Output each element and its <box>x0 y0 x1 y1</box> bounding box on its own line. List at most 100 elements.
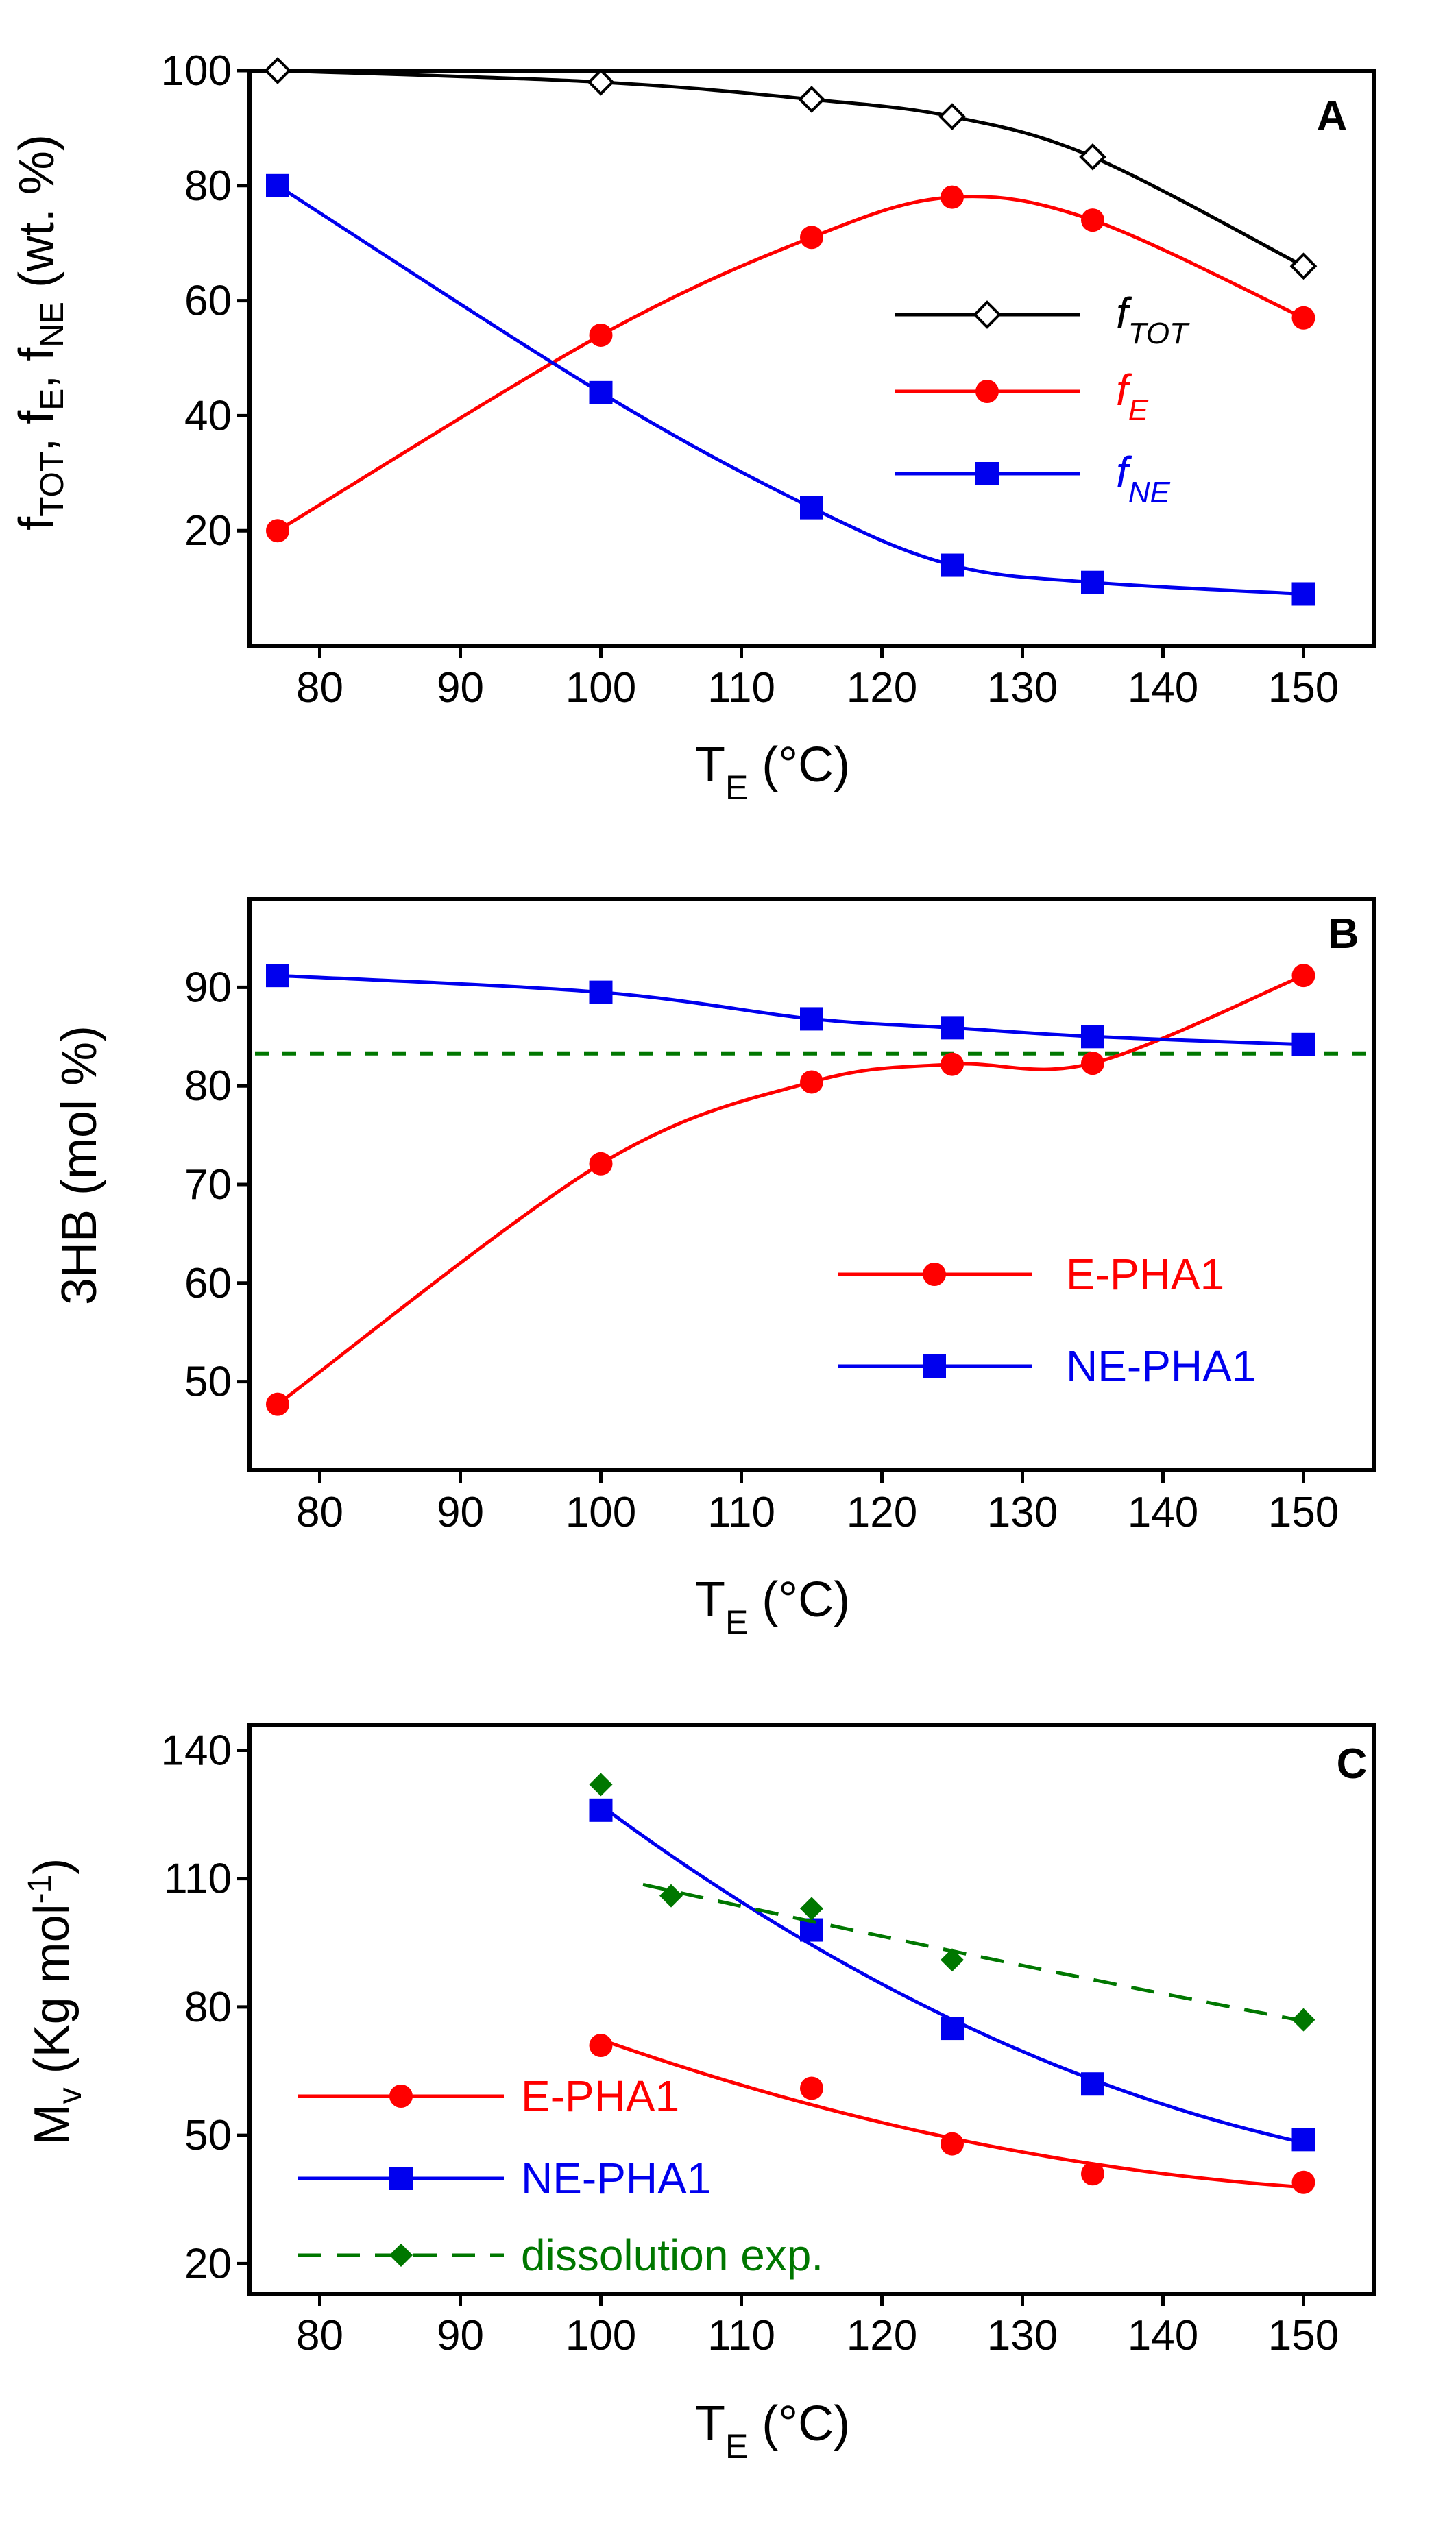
legend: fTOT fE fNE <box>895 289 1190 509</box>
data-point-e-pha1 <box>941 1052 964 1076</box>
series-line-f-e <box>276 195 1305 533</box>
legend-entry-f-e: fE <box>895 365 1149 427</box>
data-point-ne-pha1 <box>1081 1025 1104 1049</box>
legend-entry-f-ne: fNE <box>895 448 1171 509</box>
x-tick-label: 80 <box>296 1489 343 1536</box>
svg-text:E-PHA1: E-PHA1 <box>1066 1250 1224 1299</box>
svg-text:E-PHA1: E-PHA1 <box>521 2071 679 2121</box>
data-point-e-pha1 <box>800 2076 823 2100</box>
data-point-dissolution-exp- <box>1291 2008 1315 2032</box>
y-axis-label: Mv (Kg mol-1) <box>22 1858 88 2146</box>
y-tick-label: 50 <box>184 2112 232 2159</box>
panel-letter: C <box>1337 1740 1368 1788</box>
y-tick-label: 90 <box>184 964 232 1011</box>
data-point-ne-pha1 <box>1291 1032 1315 1056</box>
legend-entry-dissolution-exp: dissolution exp. <box>298 2231 823 2280</box>
x-tick-label: 150 <box>1268 1489 1339 1536</box>
y-axis-label: 3HB (mol %) <box>52 1025 107 1305</box>
data-point-dissolution-exp- <box>941 1948 964 1972</box>
plot-marks: 80 90 100 110 120 130 140 150 20 40 60 80 100 <box>161 47 1339 712</box>
data-point-ne-pha1 <box>941 1016 964 1040</box>
x-tick-label: 130 <box>987 1489 1058 1536</box>
data-point-f-tot <box>938 103 966 130</box>
plot-frame <box>247 1723 1376 2296</box>
panel-b: 80 90 100 110 120 130 140 150 50 60 70 80 90 3HB (mo… <box>52 897 1376 1642</box>
legend-entry-e-pha1: E-PHA1 <box>838 1250 1224 1299</box>
series-line-e-pha1 <box>276 973 1305 1406</box>
x-tick-label: 90 <box>437 2312 484 2359</box>
x-tick-label: 90 <box>437 1489 484 1536</box>
data-point-ne-pha1 <box>589 980 613 1004</box>
x-axis-label: TE (°C) <box>695 2396 850 2466</box>
plot-marks: 80 90 100 110 120 130 140 150 20 50 80 110 140 <box>161 1727 1339 2359</box>
y-tick-label: 20 <box>184 2240 232 2287</box>
x-tick-label: 140 <box>1128 2312 1198 2359</box>
legend-entry-ne-pha1: NE-PHA1 <box>298 2154 711 2203</box>
data-point-ne-pha1 <box>1291 2128 1315 2152</box>
x-tick-label: 150 <box>1268 2312 1339 2359</box>
data-point-f-tot <box>264 57 291 84</box>
x-tick-label: 80 <box>296 664 343 712</box>
x-axis-label: TE (°C) <box>695 1572 850 1642</box>
y-tick-label: 50 <box>184 1359 232 1406</box>
data-point-ne-pha1 <box>266 964 289 988</box>
x-tick-label: 130 <box>987 2312 1058 2359</box>
x-tick-label: 120 <box>847 2312 917 2359</box>
panel-a: 80 90 100 110 120 130 140 150 20 40 60 80 100 fTOT, … <box>10 47 1376 807</box>
x-tick-label: 110 <box>707 1489 775 1536</box>
data-point-e-pha1 <box>1081 2162 1104 2186</box>
x-tick-label: 110 <box>707 664 775 712</box>
data-point-dissolution-exp- <box>659 1884 683 1908</box>
data-point-f-e <box>1081 208 1104 232</box>
y-tick-label: 80 <box>184 1984 232 2031</box>
data-point-f-ne <box>800 496 823 520</box>
series-line-ne-pha1 <box>600 1803 1305 2145</box>
data-point-f-tot <box>1079 143 1106 171</box>
series-line-f-ne <box>276 184 1304 596</box>
data-point-f-tot <box>1289 252 1318 280</box>
data-point-e-pha1 <box>1291 964 1315 988</box>
data-point-f-e <box>1291 306 1315 330</box>
y-tick-label: 110 <box>164 1856 232 1903</box>
data-point-e-pha1 <box>800 1070 823 1094</box>
y-axis-label: fTOT, fE, fNE (wt. %) <box>10 134 71 531</box>
data-point-f-e <box>266 519 289 543</box>
data-point-ne-pha1 <box>1081 2072 1104 2096</box>
panel-c: 80 90 100 110 120 130 140 150 20 50 80 110 140 Mv (K… <box>22 1723 1376 2466</box>
data-point-e-pha1 <box>589 1152 613 1176</box>
data-point-f-tot <box>798 86 825 113</box>
series-line-f-tot <box>277 69 1305 268</box>
x-tick-label: 80 <box>296 2312 343 2359</box>
y-tick-label: 100 <box>161 47 232 95</box>
data-point-e-pha1 <box>1291 2170 1315 2194</box>
data-point-f-tot <box>587 68 615 96</box>
series-line-dissolution-exp- <box>642 1882 1304 2023</box>
x-tick-label: 110 <box>707 2312 775 2359</box>
svg-text:fE: fE <box>1116 365 1149 427</box>
data-point-f-ne <box>589 380 613 404</box>
svg-text:NE-PHA1: NE-PHA1 <box>521 2154 711 2203</box>
data-point-f-ne <box>266 173 289 197</box>
data-point-f-e <box>941 185 964 209</box>
data-point-ne-pha1 <box>941 2017 964 2041</box>
legend-entry-e-pha1: E-PHA1 <box>298 2071 679 2121</box>
data-point-e-pha1 <box>1081 1052 1104 1075</box>
data-point-e-pha1 <box>941 2132 964 2156</box>
x-tick-label: 100 <box>566 664 636 712</box>
x-tick-label: 120 <box>847 1489 917 1536</box>
data-point-f-ne <box>1291 582 1315 606</box>
x-tick-label: 100 <box>566 2312 636 2359</box>
legend: E-PHA1 NE-PHA1 <box>838 1250 1256 1391</box>
panel-letter: A <box>1317 93 1348 140</box>
data-point-dissolution-exp- <box>800 1897 823 1921</box>
legend-entry-f-tot: fTOT <box>895 289 1190 350</box>
x-tick-label: 120 <box>847 664 917 712</box>
data-point-dissolution-exp- <box>589 1773 613 1797</box>
x-tick-label: 130 <box>987 664 1058 712</box>
x-axis-label: TE (°C) <box>695 738 850 807</box>
data-point-ne-pha1 <box>589 1798 613 1822</box>
data-point-f-ne <box>941 553 964 577</box>
data-point-e-pha1 <box>266 1392 289 1416</box>
plot-marks: 80 90 100 110 120 130 140 150 50 60 70 80 90 <box>184 964 1368 1536</box>
